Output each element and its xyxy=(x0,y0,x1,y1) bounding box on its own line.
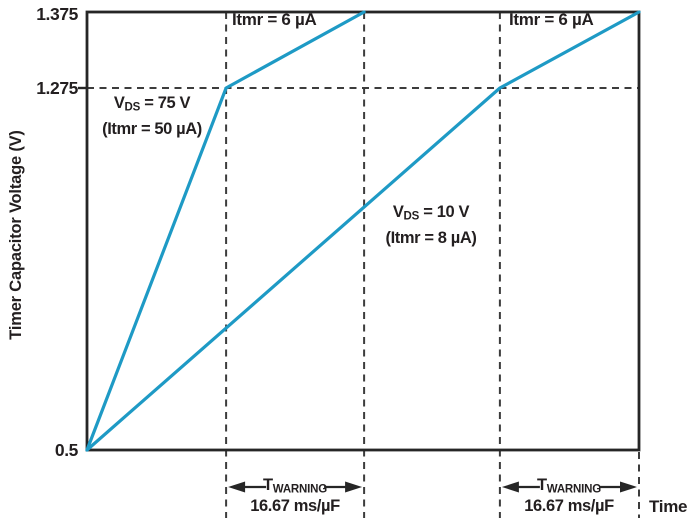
y-tick-label-1275: 1.275 xyxy=(36,78,78,98)
curve-series-2 xyxy=(85,10,641,452)
twarning-label-second: TWARNING xyxy=(499,476,639,496)
y-tick-label-05: 0.5 xyxy=(54,440,79,460)
vds10-value: = 10 V xyxy=(419,203,470,221)
y-tick-label-1375: 1.375 xyxy=(36,4,78,24)
twarning-rate-second: 16.67 ms/µF xyxy=(524,497,614,515)
twarning-symbol: T xyxy=(263,476,273,494)
annotation-vds10-line2: (Itmr = 8 µA) xyxy=(385,228,477,247)
annotation-itmr6-second: Itmr = 6 µA xyxy=(509,10,594,29)
warning-arrowhead-left-2 xyxy=(501,481,519,493)
warning-arrowhead-right-2 xyxy=(620,481,637,493)
twarning-subscript: WARNING xyxy=(272,483,327,496)
annotation-vds10-line1: VDS = 10 V xyxy=(372,202,490,228)
vds10-subscript: DS xyxy=(403,210,420,223)
warning-arrowhead-right-1 xyxy=(345,481,363,493)
y-axis-title: Timer Capacitor Voltage (V) xyxy=(7,130,25,340)
twarning-label-first: TWARNING xyxy=(225,476,365,496)
twarning-rate-first: 16.67 ms/µF xyxy=(250,497,340,515)
twarning-subscript: WARNING xyxy=(546,483,601,496)
annotation-vds10: VDS = 10 V (Itmr = 8 µA) xyxy=(372,202,490,249)
annotation-vds75-line2: (Itmr = 50 µA) xyxy=(102,119,202,138)
curve-series-1 xyxy=(85,10,366,452)
twarning-symbol: T xyxy=(537,476,547,494)
vds75-subscript: DS xyxy=(124,101,141,114)
vds75-symbol: V xyxy=(113,94,125,112)
vds10-symbol: V xyxy=(392,203,404,221)
warning-arrowhead-left-1 xyxy=(228,481,246,493)
annotation-itmr6-first: Itmr = 6 µA xyxy=(232,10,317,29)
annotation-vds75-line1: VDS = 75 V xyxy=(88,93,216,119)
x-axis-title: Time xyxy=(649,497,688,516)
annotation-vds75: VDS = 75 V (Itmr = 50 µA) xyxy=(88,93,216,140)
vds75-value: = 75 V xyxy=(140,94,191,112)
